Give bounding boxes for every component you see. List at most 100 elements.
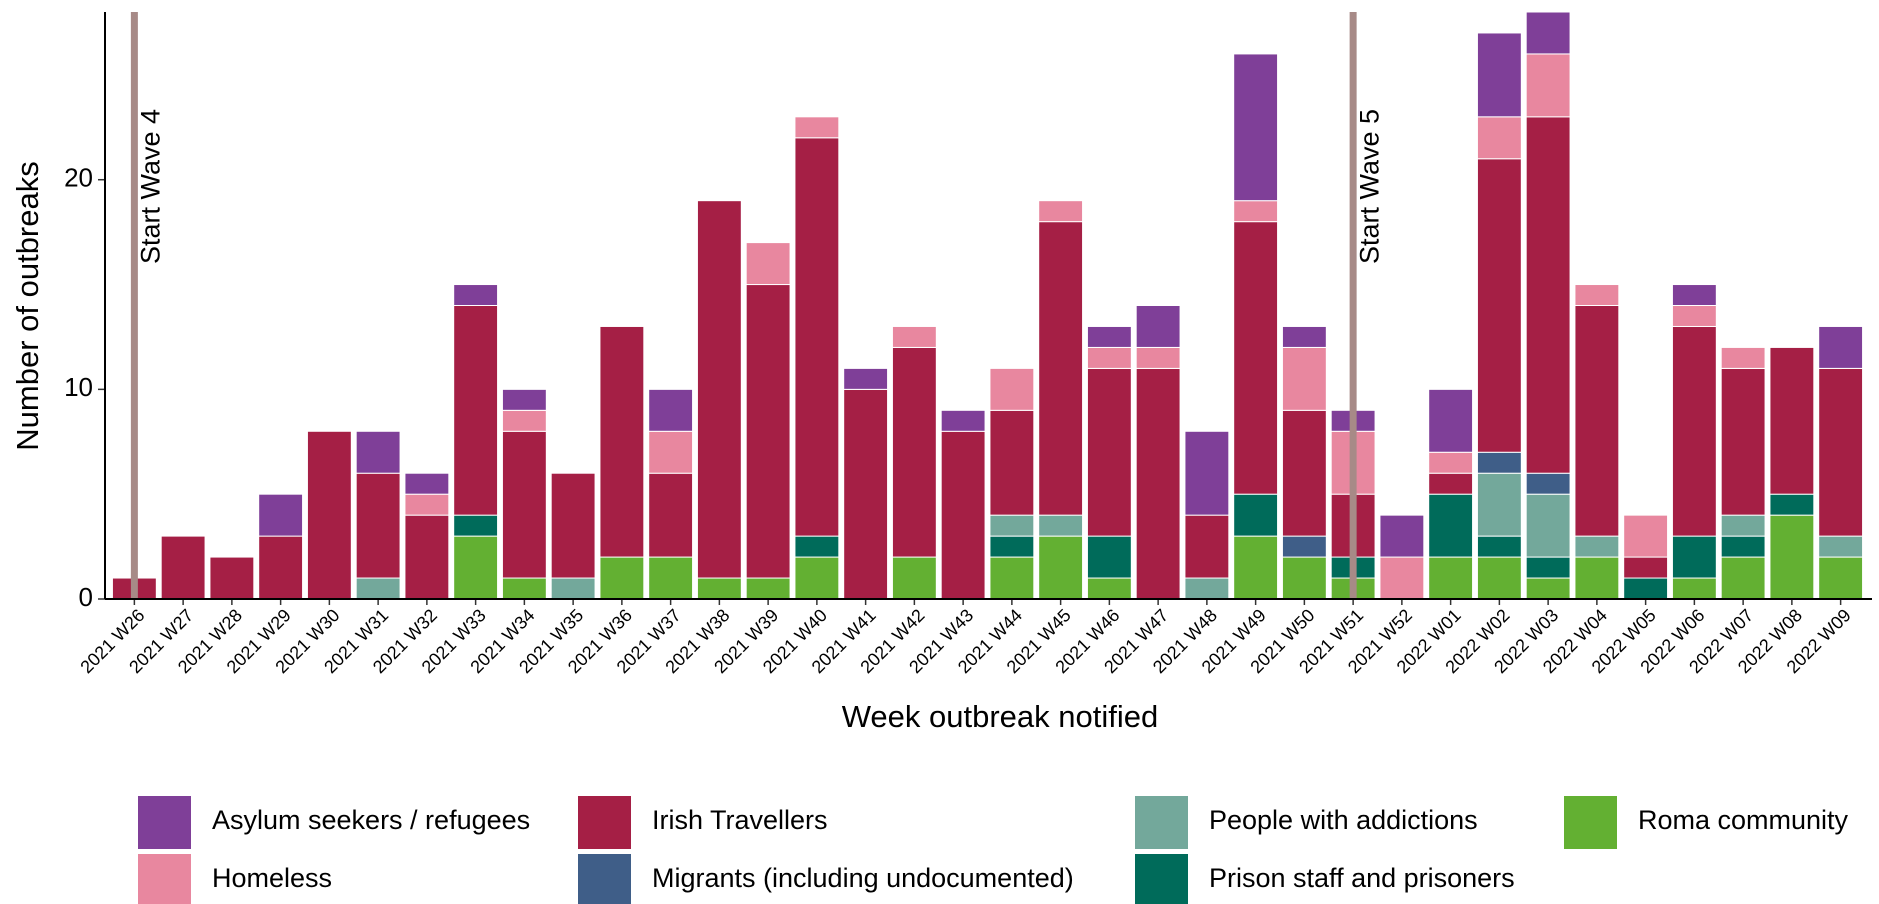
- y-axis-title: Number of outbreaks: [10, 161, 45, 450]
- bar-segment: [1574, 535, 1620, 558]
- y-tick-label: 20: [64, 163, 93, 193]
- bar-segment: [404, 493, 450, 516]
- legend-label: Irish Travellers: [652, 805, 828, 835]
- bar-segment: [1818, 367, 1864, 537]
- bar-segment: [258, 535, 304, 600]
- bar-segment: [648, 388, 694, 432]
- bar-segment: [989, 535, 1035, 558]
- bar-segment: [355, 472, 401, 579]
- bar-segment: [794, 535, 840, 558]
- bar-segment: [1574, 556, 1620, 600]
- bar-segment: [1574, 284, 1620, 306]
- bar-segment: [989, 409, 1035, 516]
- bar-segment: [1525, 53, 1571, 118]
- bar-segment: [1769, 514, 1815, 600]
- bar-segment: [794, 137, 840, 537]
- legend-label: Prison staff and prisoners: [1209, 863, 1515, 893]
- bar-segment: [696, 200, 742, 579]
- bar-segment: [1086, 577, 1132, 600]
- bar-segment: [1476, 472, 1522, 537]
- bar-segment: [1379, 514, 1425, 558]
- bar-segment: [599, 556, 645, 600]
- bar-segment: [1476, 158, 1522, 453]
- legend-label: Migrants (including undocumented): [652, 863, 1074, 893]
- bar-segment: [745, 284, 791, 579]
- bar-segment: [1281, 325, 1327, 348]
- bar-segment: [1184, 577, 1230, 600]
- bar-segment: [1233, 535, 1279, 600]
- bar-segment: [1574, 305, 1620, 537]
- bar-segment: [989, 514, 1035, 537]
- bar-segment: [794, 556, 840, 600]
- bar-segment: [989, 556, 1035, 600]
- bar-segment: [1769, 346, 1815, 495]
- bar-segment: [1233, 221, 1279, 495]
- bar-segment: [1379, 556, 1425, 600]
- legend-key: [138, 796, 191, 849]
- legend-key: [578, 854, 631, 904]
- bar-segment: [745, 242, 791, 286]
- bar-segment: [1818, 535, 1864, 558]
- bar-segment: [989, 367, 1035, 411]
- bar-segment: [1476, 32, 1522, 118]
- bar-segment: [1525, 472, 1571, 495]
- bar-segment: [1086, 325, 1132, 348]
- bar-segment: [648, 556, 694, 600]
- bar-segment: [1623, 556, 1669, 579]
- bar-segment: [1135, 346, 1181, 369]
- bar-segment: [355, 577, 401, 600]
- bar-segment: [501, 388, 547, 411]
- bar-segment: [1281, 346, 1327, 411]
- bar-segment: [1038, 221, 1084, 516]
- bar-segment: [1476, 116, 1522, 160]
- legend-key: [138, 854, 191, 904]
- bar-segment: [550, 472, 596, 579]
- bar-segment: [1233, 200, 1279, 223]
- bar-segment: [1428, 556, 1474, 600]
- bar-segment: [1671, 305, 1717, 327]
- bar-segment: [550, 577, 596, 600]
- bar-segment: [1525, 577, 1571, 600]
- legend-label: Asylum seekers / refugees: [212, 805, 530, 835]
- bar-segment: [648, 472, 694, 558]
- bar-segment: [501, 577, 547, 600]
- bar-segment: [1720, 514, 1766, 537]
- bar-segment: [1233, 53, 1279, 202]
- bar-segment: [1818, 325, 1864, 369]
- wave-label: Start Wave 5: [1354, 109, 1384, 264]
- bar-segment: [1623, 514, 1669, 558]
- bar-segment: [306, 430, 352, 600]
- bar-segment: [209, 556, 255, 600]
- bar-segment: [1769, 493, 1815, 516]
- legend-key: [1135, 854, 1188, 904]
- bar-segment: [1428, 388, 1474, 453]
- y-tick-label: 0: [79, 582, 93, 612]
- bar-segment: [1428, 472, 1474, 495]
- y-tick-label: 10: [64, 372, 93, 402]
- bar-segment: [1038, 200, 1084, 223]
- legend-key: [578, 796, 631, 849]
- bar-segment: [1720, 367, 1766, 516]
- bar-segment: [1525, 116, 1571, 474]
- bar-segment: [794, 116, 840, 139]
- bar-segment: [160, 535, 206, 600]
- bar-segment: [1671, 325, 1717, 537]
- bar-segment: [843, 367, 889, 390]
- bar-segment: [1476, 535, 1522, 558]
- x-axis-title: Week outbreak notified: [842, 699, 1159, 734]
- bar-segment: [648, 430, 694, 474]
- bar-segment: [1476, 451, 1522, 474]
- bar-segment: [355, 430, 401, 474]
- bar-segment: [1720, 556, 1766, 600]
- legend-label: Roma community: [1638, 805, 1849, 835]
- bar-segment: [1818, 556, 1864, 600]
- bar-segment: [453, 305, 499, 516]
- bar-segment: [1671, 577, 1717, 600]
- bar-segment: [1281, 535, 1327, 558]
- bar-segment: [501, 430, 547, 579]
- legend-key: [1135, 796, 1188, 849]
- bar-segment: [1038, 535, 1084, 600]
- bar-segment: [258, 493, 304, 537]
